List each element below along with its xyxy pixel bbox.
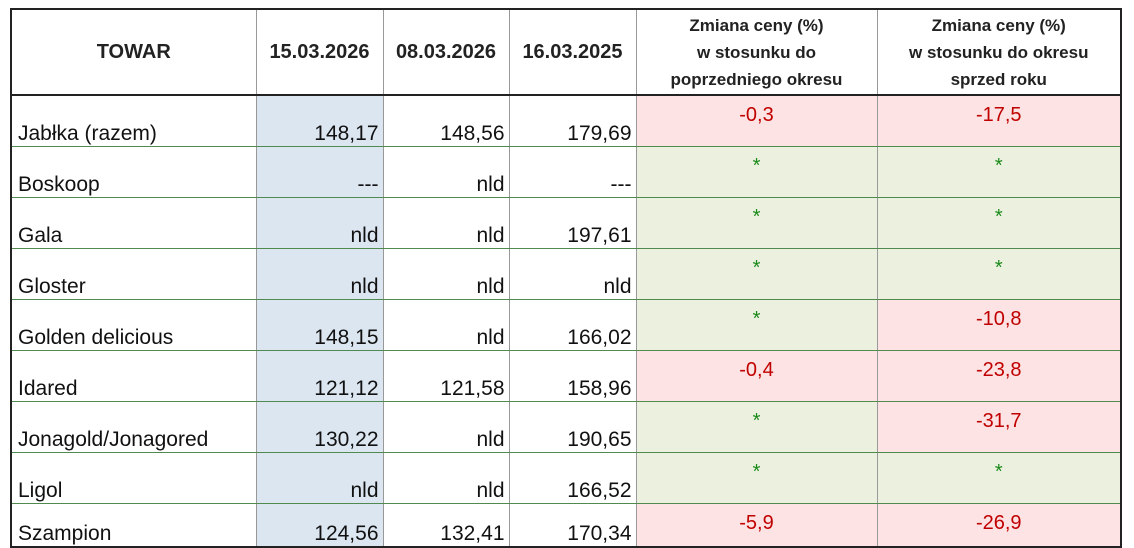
header-text: w stosunku do	[697, 42, 816, 62]
table-cell: nld	[383, 248, 510, 300]
table-cell: ---	[509, 146, 637, 198]
table-row: Jabłka (razem) 148,17 148,56 179,69 -0,3 -17,…	[11, 95, 1122, 147]
column-header: 16.03.2025	[509, 9, 637, 96]
table-cell: 166,52	[509, 452, 637, 504]
table-cell: nld	[383, 299, 510, 351]
table-cell: ---	[256, 146, 384, 198]
table-cell: *	[636, 299, 878, 351]
table-cell: -0,4	[636, 350, 878, 402]
table-cell: nld	[256, 452, 384, 504]
table-row: Gloster nld nld nld * *	[11, 248, 1122, 300]
page: TOWAR 15.03.2026 08.03.2026 16.03.2025 Zmian…	[10, 8, 1122, 548]
table-cell: -23,8	[877, 350, 1122, 402]
table-cell: *	[636, 248, 878, 300]
table-cell: 158,96	[509, 350, 637, 402]
header-text: poprzedniego okresu	[670, 69, 843, 89]
header-text: 16.03.2025	[522, 40, 623, 63]
table-row: Golden delicious 148,15 nld 166,02 * -10,8	[11, 299, 1122, 351]
table-cell: 179,69	[509, 95, 637, 147]
table-cell: 190,65	[509, 401, 637, 453]
table-cell: -10,8	[877, 299, 1122, 351]
table-cell: 148,15	[256, 299, 384, 351]
table-cell: *	[636, 401, 878, 453]
table-cell: Idared	[11, 350, 257, 402]
table-cell: Jabłka (razem)	[11, 95, 257, 147]
table-cell: 130,22	[256, 401, 384, 453]
table-row: Idared 121,12 121,58 158,96 -0,4 -23,8	[11, 350, 1122, 402]
table-cell: *	[636, 146, 878, 198]
table-cell: 132,41	[383, 503, 510, 547]
table-cell: 121,58	[383, 350, 510, 402]
table-row: Jonagold/Jonagored 130,22 nld 190,65 * -31,7	[11, 401, 1122, 453]
header-text: sprzed roku	[950, 69, 1047, 89]
table-cell: -17,5	[877, 95, 1122, 147]
header-text: 15.03.2026	[269, 40, 370, 63]
table-cell: *	[877, 146, 1122, 198]
table-cell: Jonagold/Jonagored	[11, 401, 257, 453]
table-cell: 197,61	[509, 197, 637, 249]
header-text: TOWAR	[96, 40, 171, 63]
table-cell: *	[877, 248, 1122, 300]
table-row: Boskoop --- nld --- * *	[11, 146, 1122, 198]
table-cell: Golden delicious	[11, 299, 257, 351]
table-cell: *	[877, 452, 1122, 504]
table-cell: nld	[383, 146, 510, 198]
table-cell: nld	[383, 452, 510, 504]
table-cell: *	[877, 197, 1122, 249]
table-cell: Gloster	[11, 248, 257, 300]
table-cell: 148,17	[256, 95, 384, 147]
table-cell: Boskoop	[11, 146, 257, 198]
header-text: Zmiana ceny (%)	[689, 15, 824, 35]
column-header: Zmiana ceny (%) w stosunku do poprzedniego…	[636, 9, 878, 96]
table-row: Ligol nld nld 166,52 * *	[11, 452, 1122, 504]
table-cell: nld	[383, 197, 510, 249]
table-cell: -26,9	[877, 503, 1122, 547]
table-cell: Gala	[11, 197, 257, 249]
table-row: Szampion 124,56 132,41 170,34 -5,9 -26,9	[11, 503, 1122, 547]
table-cell: nld	[256, 197, 384, 249]
column-header: 15.03.2026	[256, 9, 384, 96]
table-cell: nld	[256, 248, 384, 300]
table-cell: 148,56	[383, 95, 510, 147]
table-cell: -0,3	[636, 95, 878, 147]
table-cell: -5,9	[636, 503, 878, 547]
table-row: Gala nld nld 197,61 * *	[11, 197, 1122, 249]
table-cell: Szampion	[11, 503, 257, 547]
table-header: TOWAR 15.03.2026 08.03.2026 16.03.2025 Zmian…	[11, 9, 1122, 96]
table-cell: 166,02	[509, 299, 637, 351]
price-table: TOWAR 15.03.2026 08.03.2026 16.03.2025 Zmian…	[10, 8, 1122, 548]
table-cell: 121,12	[256, 350, 384, 402]
column-header: TOWAR	[11, 9, 257, 96]
table-cell: nld	[509, 248, 637, 300]
table-cell: 170,34	[509, 503, 637, 547]
column-header: 08.03.2026	[383, 9, 510, 96]
header-row: TOWAR 15.03.2026 08.03.2026 16.03.2025 Zmian…	[11, 9, 1122, 96]
table-cell: *	[636, 452, 878, 504]
table-body: Jabłka (razem) 148,17 148,56 179,69 -0,3 -17,…	[11, 95, 1122, 547]
header-text: 08.03.2026	[395, 40, 497, 63]
header-text: w stosunku do okresu	[909, 42, 1089, 62]
table-cell: Ligol	[11, 452, 257, 504]
header-text: Zmiana ceny (%)	[931, 15, 1066, 35]
column-header: Zmiana ceny (%) w stosunku do okresu sprze…	[877, 9, 1122, 96]
table-cell: -31,7	[877, 401, 1122, 453]
table-cell: *	[636, 197, 878, 249]
table-cell: nld	[383, 401, 510, 453]
table-cell: 124,56	[256, 503, 384, 547]
